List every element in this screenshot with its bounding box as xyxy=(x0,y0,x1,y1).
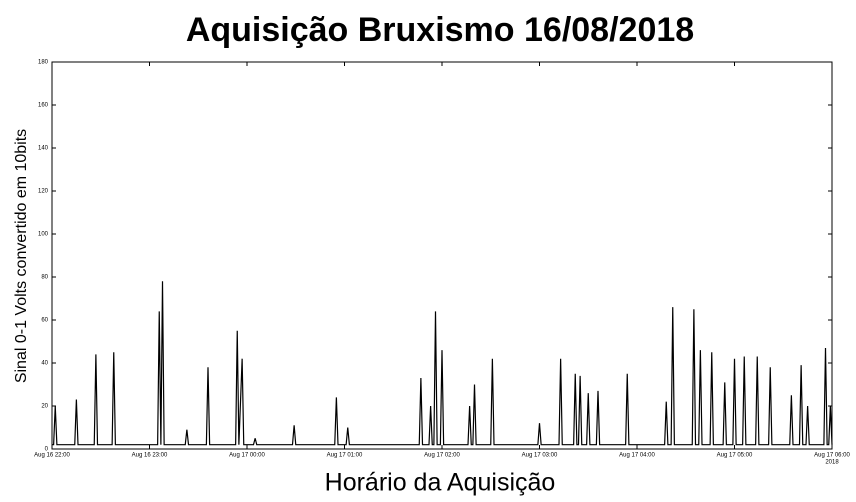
x-axis-label: Horário da Aquisição xyxy=(325,469,556,497)
x-tick-label: Aug 17 04:00 xyxy=(619,453,655,459)
x-year-label: 2018 xyxy=(825,460,839,466)
x-tick-label: Aug 17 02:00 xyxy=(424,453,460,459)
y-tick-label: 0 xyxy=(45,447,49,453)
y-tick-label: 80 xyxy=(41,275,48,281)
x-tick-label: Aug 17 03:00 xyxy=(522,453,558,459)
x-tick-label: Aug 16 23:00 xyxy=(132,453,168,459)
y-tick-label: 160 xyxy=(38,103,49,109)
y-axis-label: Sinal 0-1 Volts convertido em 10bits xyxy=(13,129,30,383)
x-tick-label: Aug 17 00:00 xyxy=(229,453,265,459)
y-tick-label: 60 xyxy=(41,318,48,324)
signal-line xyxy=(52,281,833,446)
chart-title: Aquisição Bruxismo 16/08/2018 xyxy=(186,11,694,49)
y-tick-label: 180 xyxy=(38,60,49,66)
y-tick-label: 100 xyxy=(38,232,49,238)
plot-frame xyxy=(51,61,833,450)
y-tick-label: 20 xyxy=(41,404,48,410)
x-tick-label: Aug 17 01:00 xyxy=(327,453,363,459)
y-tick-label: 40 xyxy=(41,361,48,367)
x-tick-label: Aug 17 06:00 xyxy=(814,453,850,459)
y-tick-label: 140 xyxy=(38,146,49,152)
x-tick-label: Aug 16 22:00 xyxy=(34,453,70,459)
y-tick-label: 120 xyxy=(38,189,49,195)
x-tick-label: Aug 17 05:00 xyxy=(717,453,753,459)
